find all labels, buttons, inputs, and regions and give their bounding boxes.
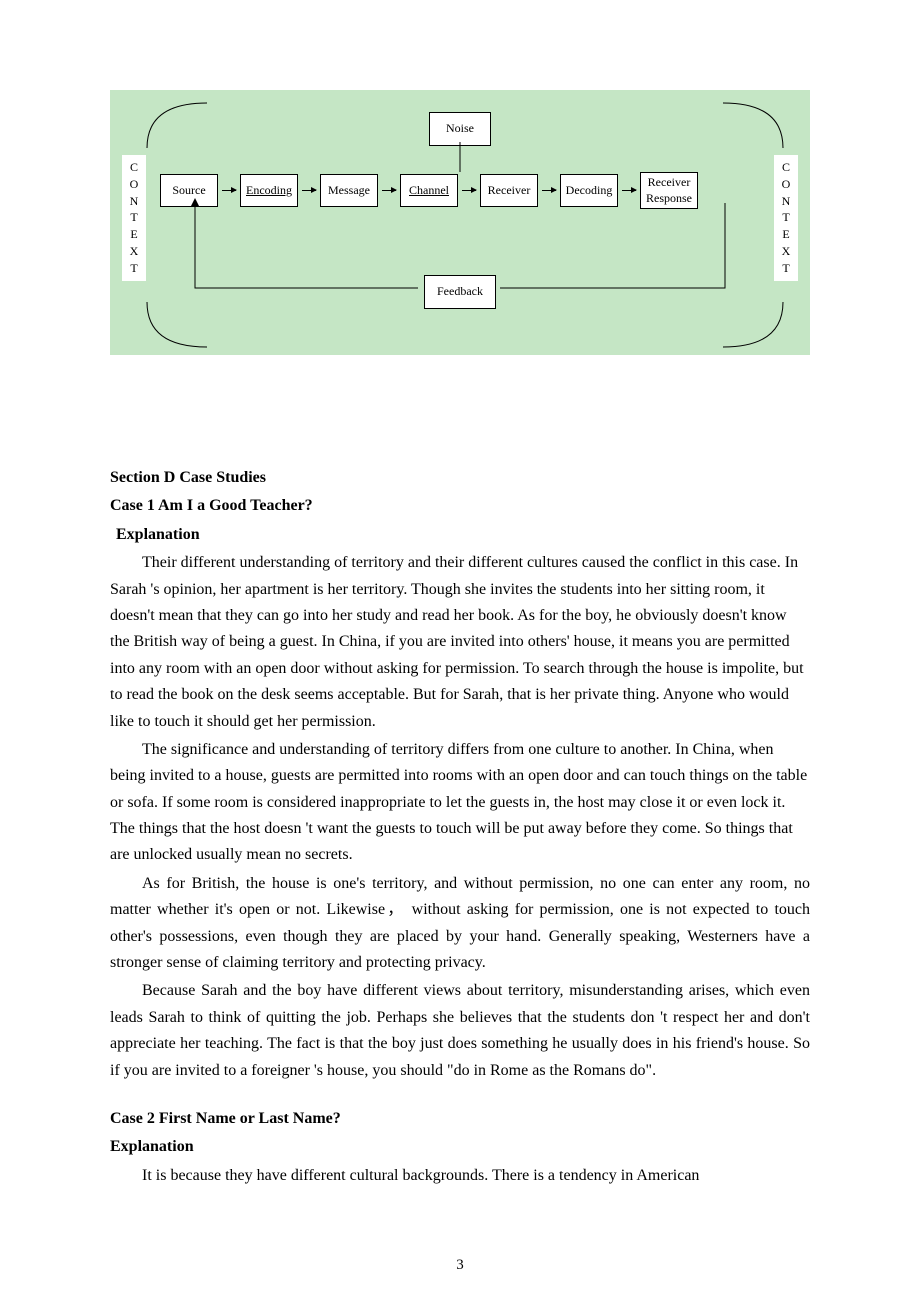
arrow-icon — [622, 190, 636, 191]
explanation-label: Explanation — [116, 522, 810, 548]
noise-node: Noise — [429, 112, 491, 146]
document-page: CONTEXT CONTEXT Noise Source Encoding Me… — [0, 0, 920, 1302]
section-heading: Section D Case Studies — [110, 465, 810, 491]
case1-title: Case 1 Am I a Good Teacher? — [110, 493, 810, 519]
noise-connector — [459, 142, 461, 172]
decorative-curve-bl — [142, 297, 202, 347]
arrow-icon — [382, 190, 396, 191]
body-paragraph: Their different understanding of territo… — [110, 550, 810, 735]
arrow-icon — [302, 190, 316, 191]
body-paragraph: The significance and understanding of te… — [110, 737, 810, 869]
node-receiver: Receiver — [480, 174, 538, 208]
arrow-icon — [542, 190, 556, 191]
node-message: Message — [320, 174, 378, 208]
node-decoding: Decoding — [560, 174, 618, 208]
decorative-curve-tl — [142, 98, 202, 148]
node-receiver-response: ReceiverResponse — [640, 172, 698, 209]
context-label-left: CONTEXT — [122, 155, 146, 281]
arrow-icon — [462, 190, 476, 191]
context-label-right: CONTEXT — [774, 155, 798, 281]
body-paragraph: Because Sarah and the boy have different… — [110, 978, 810, 1084]
node-encoding: Encoding — [240, 174, 298, 208]
arrow-icon — [222, 190, 236, 191]
node-channel: Channel — [400, 174, 458, 208]
body-paragraph: As for British, the house is one's terri… — [110, 871, 810, 977]
body-paragraph: It is because they have different cultur… — [110, 1163, 810, 1189]
node-source: Source — [160, 174, 218, 208]
case2-title: Case 2 First Name or Last Name? — [110, 1106, 810, 1132]
explanation-label: Explanation — [110, 1134, 810, 1160]
decorative-curve-tr — [718, 98, 778, 148]
page-number: 3 — [0, 1253, 920, 1278]
communication-flowchart: CONTEXT CONTEXT Noise Source Encoding Me… — [110, 90, 810, 355]
decorative-curve-br — [718, 297, 778, 347]
flow-row: Source Encoding Message Channel Receiver… — [160, 172, 760, 209]
feedback-node: Feedback — [424, 275, 496, 309]
